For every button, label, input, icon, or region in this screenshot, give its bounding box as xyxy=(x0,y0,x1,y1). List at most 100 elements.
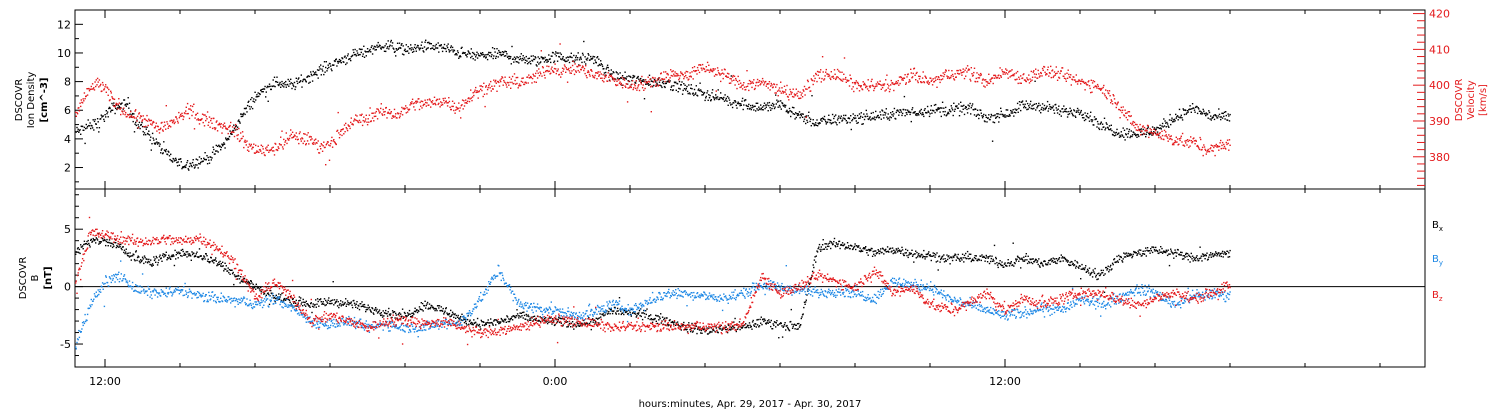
data-point xyxy=(491,47,494,49)
data-point xyxy=(470,321,472,324)
data-point xyxy=(1213,146,1215,149)
data-point xyxy=(781,90,784,92)
data-point xyxy=(576,59,578,61)
data-point xyxy=(461,104,463,106)
data-point xyxy=(526,319,529,321)
data-point xyxy=(466,53,469,55)
data-point xyxy=(191,251,193,253)
data-point xyxy=(443,313,445,315)
data-point xyxy=(905,109,907,111)
data-point xyxy=(408,108,411,110)
data-point xyxy=(76,130,79,132)
data-point xyxy=(788,111,790,113)
data-point xyxy=(1041,103,1044,105)
data-point xyxy=(1019,82,1021,84)
data-point xyxy=(166,259,168,261)
data-point xyxy=(1227,142,1229,145)
data-point xyxy=(1159,132,1161,134)
data-point xyxy=(686,328,688,331)
data-point xyxy=(292,298,294,300)
data-point xyxy=(170,126,172,128)
data-point xyxy=(307,132,309,134)
data-point xyxy=(523,59,525,61)
data-point xyxy=(107,116,109,118)
density-label-line3: [cm^-3] xyxy=(39,78,50,123)
data-point xyxy=(749,324,751,326)
data-point xyxy=(477,53,479,55)
data-point xyxy=(119,245,121,248)
data-point xyxy=(517,315,519,317)
data-point xyxy=(1079,80,1081,83)
data-point xyxy=(1073,110,1076,112)
data-point xyxy=(693,70,695,72)
data-point xyxy=(191,253,194,256)
data-point xyxy=(424,41,426,43)
data-point xyxy=(1170,119,1172,121)
data-point xyxy=(623,79,626,81)
data-point xyxy=(1038,110,1041,112)
data-point xyxy=(1083,119,1086,122)
data-point xyxy=(560,322,562,324)
data-point xyxy=(1050,65,1052,68)
data-point xyxy=(193,128,196,130)
data-point xyxy=(109,107,111,109)
data-point xyxy=(1026,108,1028,111)
data-point xyxy=(709,94,711,97)
data-point xyxy=(655,320,657,322)
data-point xyxy=(1159,124,1161,126)
data-point xyxy=(508,76,511,78)
data-point xyxy=(215,260,217,262)
data-point xyxy=(210,119,212,122)
data-point xyxy=(93,239,95,241)
data-point xyxy=(1122,127,1124,129)
data-point xyxy=(980,109,982,111)
data-point xyxy=(277,146,279,148)
data-point xyxy=(171,161,174,163)
data-point xyxy=(1075,111,1077,113)
data-point xyxy=(1178,138,1181,140)
data-point xyxy=(463,321,466,324)
data-point xyxy=(1056,72,1058,74)
data-point xyxy=(644,87,646,90)
data-point xyxy=(1030,80,1032,82)
data-point xyxy=(985,114,987,116)
data-point xyxy=(851,88,853,90)
data-point xyxy=(364,120,366,122)
data-point xyxy=(483,93,486,95)
data-point xyxy=(919,110,921,112)
data-point xyxy=(285,86,287,88)
data-point xyxy=(391,117,393,119)
data-point xyxy=(182,250,184,253)
data-point xyxy=(492,324,494,326)
data-point xyxy=(860,85,862,87)
data-point xyxy=(103,118,105,121)
data-point xyxy=(365,51,367,53)
data-point xyxy=(1217,115,1219,117)
data-point xyxy=(347,302,349,304)
data-point xyxy=(460,104,462,107)
data-point xyxy=(777,95,779,97)
data-point xyxy=(841,120,843,122)
data-point xyxy=(950,75,952,77)
data-point xyxy=(379,313,381,315)
data-point xyxy=(715,90,717,92)
data-point xyxy=(623,313,625,316)
data-point xyxy=(488,83,491,85)
data-point xyxy=(109,242,111,244)
data-point xyxy=(256,96,259,98)
data-point xyxy=(1024,79,1026,81)
data-point xyxy=(690,87,692,89)
data-point xyxy=(1223,111,1226,113)
data-point xyxy=(1164,120,1166,122)
data-point xyxy=(413,310,416,313)
data-point xyxy=(774,106,776,108)
data-point xyxy=(554,324,556,326)
data-point xyxy=(146,126,148,128)
data-point xyxy=(514,58,516,61)
data-point xyxy=(363,56,366,58)
data-point xyxy=(143,132,146,134)
data-point xyxy=(410,44,412,46)
data-point xyxy=(112,98,114,100)
data-point xyxy=(1033,70,1035,72)
data-point xyxy=(781,102,784,105)
